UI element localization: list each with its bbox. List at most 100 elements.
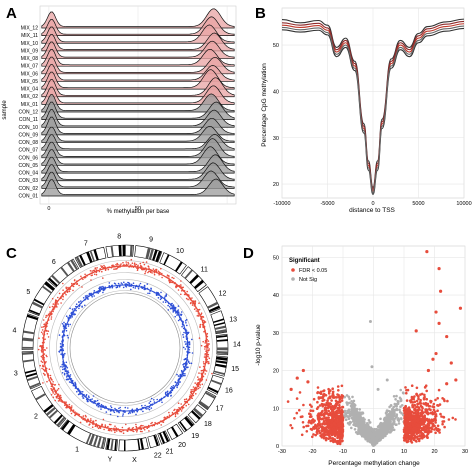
- panel-a-x-tick-labels: 0 50: [47, 206, 141, 212]
- inner-track-point: [167, 395, 169, 398]
- point-significant: [326, 399, 329, 403]
- y-tick-label-mix_12: MIX_12: [21, 26, 38, 32]
- y-tick-label-con_06: CON_06: [19, 155, 39, 161]
- inner-track-point: [108, 282, 111, 284]
- outer-track-point: [204, 342, 206, 344]
- point-significant: [419, 393, 422, 396]
- point-significant: [295, 397, 299, 400]
- point-significant: [327, 416, 330, 419]
- point-significant: [425, 429, 428, 433]
- outer-track-point: [202, 316, 205, 318]
- outer-track-point: [131, 427, 134, 430]
- outer-track-point: [107, 425, 109, 428]
- point-significant: [431, 357, 435, 361]
- outer-track-point: [42, 319, 45, 321]
- point-not-sig: [378, 434, 381, 437]
- point-significant: [340, 396, 344, 400]
- point-significant: [309, 409, 313, 412]
- inner-track-point: [180, 311, 183, 313]
- inner-track-point: [65, 361, 68, 364]
- outer-track-point: [71, 282, 73, 285]
- inner-track-border: [67, 290, 183, 406]
- outer-track-point: [204, 339, 207, 342]
- inner-track-point: [92, 395, 95, 397]
- point-not-sig: [374, 436, 378, 440]
- outer-track-point: [170, 281, 172, 284]
- point-not-sig: [384, 434, 387, 438]
- y-tick-label-con_12: CON_12: [19, 110, 39, 116]
- inner-track-point: [172, 385, 175, 387]
- ideogram-band: [28, 309, 40, 315]
- outer-track-point: [125, 263, 128, 266]
- inner-track-point: [185, 366, 188, 369]
- inner-track-point: [188, 343, 191, 346]
- outer-track-border: [37, 260, 213, 436]
- outer-track-point: [140, 424, 142, 427]
- chromosome-label-22: 22: [154, 453, 162, 460]
- outer-track-point: [68, 403, 71, 406]
- line-series-1: [281, 18, 465, 188]
- point-significant: [332, 407, 336, 411]
- inner-track-point: [60, 353, 62, 356]
- point-not-sig: [399, 399, 403, 402]
- outer-track-point: [95, 419, 97, 422]
- outer-track-point: [193, 308, 196, 311]
- point-significant: [301, 421, 305, 424]
- point-significant: [405, 399, 409, 402]
- outer-track-point: [78, 413, 81, 416]
- outer-track-point: [45, 354, 47, 357]
- y-tick-label: 40: [273, 89, 279, 95]
- x-tick-label: -10000: [273, 201, 290, 207]
- point-significant: [318, 414, 321, 417]
- y-tick-label: 50: [273, 43, 279, 49]
- outer-track-point: [180, 290, 183, 292]
- inner-track-point: [179, 373, 182, 376]
- outer-track-point: [68, 405, 71, 408]
- outer-track-point: [86, 421, 88, 423]
- inner-track-point: [62, 353, 65, 356]
- ideogram-band: [159, 432, 166, 444]
- inner-track-point: [70, 381, 72, 384]
- point-significant: [300, 433, 304, 437]
- legend-title: Significant: [289, 258, 320, 264]
- ideogram-band: [33, 298, 45, 306]
- chromosome-label-18: 18: [204, 421, 212, 428]
- outer-track-point: [202, 361, 205, 363]
- point-significant: [334, 412, 337, 416]
- ideogram-band: [208, 305, 220, 313]
- outer-track-point: [186, 290, 188, 293]
- outer-track-point: [180, 293, 182, 296]
- y-tick-label: 0: [276, 444, 279, 450]
- point-significant: [409, 410, 413, 414]
- outer-track-point: [115, 268, 118, 270]
- point-not-sig: [392, 428, 396, 432]
- point-significant: [423, 414, 427, 418]
- point-not-sig: [393, 417, 397, 420]
- outer-track-point: [107, 268, 110, 271]
- outer-track-point: [139, 262, 142, 265]
- inner-track-point: [180, 313, 183, 316]
- point-not-sig: [367, 419, 371, 422]
- y-tick-label-con_05: CON_05: [19, 163, 39, 169]
- outer-track-point: [91, 426, 94, 429]
- inner-track-point: [114, 283, 117, 285]
- outer-track-point: [163, 417, 165, 419]
- inner-track-point: [184, 368, 187, 371]
- point-significant: [333, 421, 336, 425]
- point-significant: [286, 400, 290, 403]
- panel-a-y-tick-labels: MIX_12MIX_11MIX_10MIX_09MIX_08MIX_07MIX_…: [19, 26, 39, 200]
- x-tick-label: 0: [372, 449, 375, 455]
- point-significant: [319, 392, 323, 396]
- y-tick-label: 20: [273, 369, 279, 375]
- ideogram-band: [61, 420, 70, 431]
- outer-track-point: [58, 383, 60, 386]
- point-significant: [417, 418, 420, 421]
- outer-track-point: [204, 373, 206, 375]
- outer-track-point: [75, 283, 78, 285]
- outer-track-point: [145, 269, 147, 271]
- chromosome-label-3: 3: [14, 370, 18, 377]
- point-significant: [411, 434, 414, 437]
- point-significant: [295, 376, 299, 380]
- inner-track-point: [169, 387, 172, 390]
